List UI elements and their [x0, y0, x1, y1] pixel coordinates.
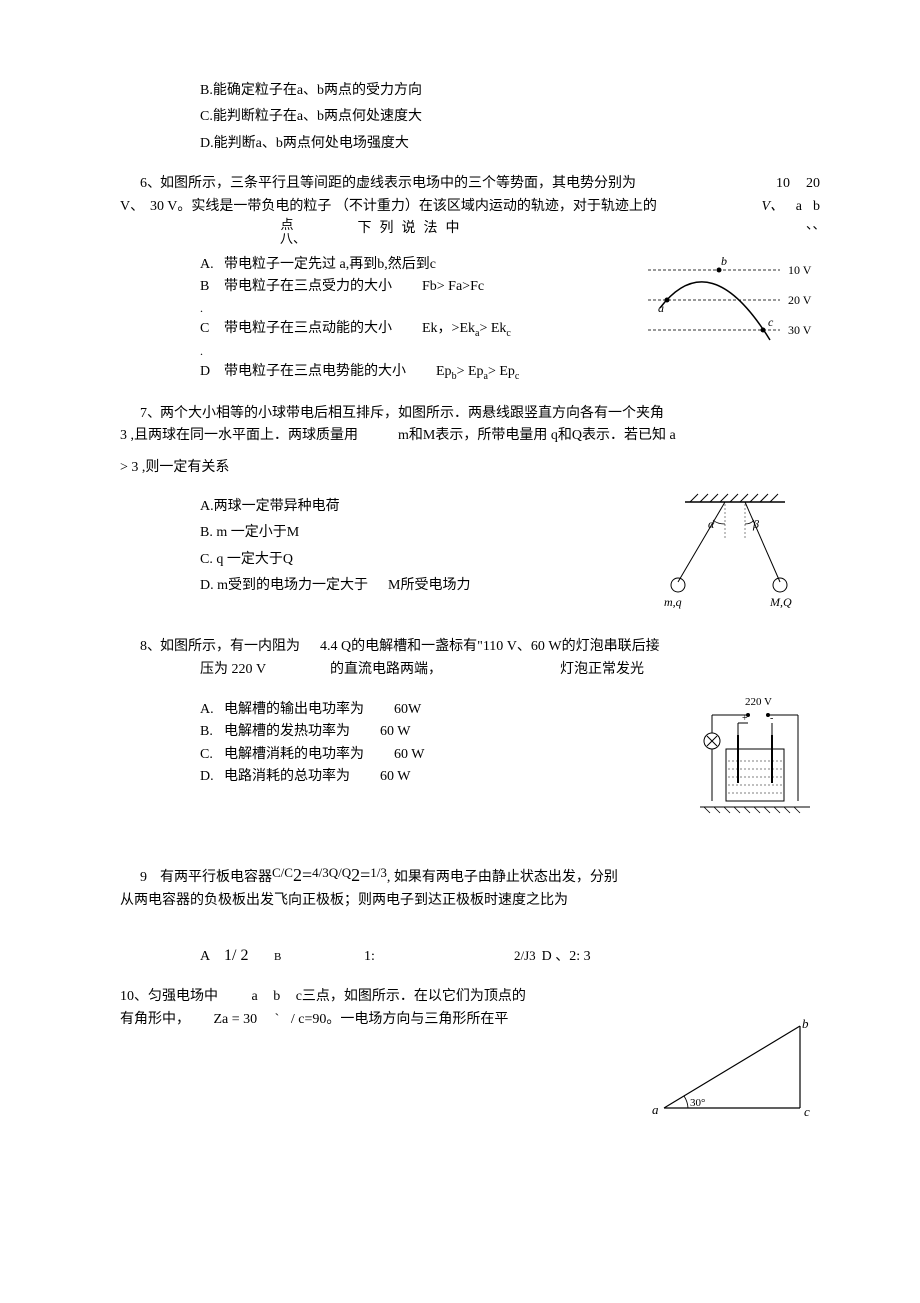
svg-text:220 V: 220 V [745, 696, 772, 708]
svg-text:c: c [768, 315, 774, 329]
q6-opt-c-t: 带电粒子在三点动能的大小 [224, 318, 392, 340]
q10-l1: 10、匀强电场中 a b c三点，如图所示．在以它们为顶点的 [120, 986, 820, 1008]
q6: 6、 如图所示，三条平行且等间距的虚线表示电场中的三个等势面，其电势分别为 10… [140, 173, 820, 385]
svg-text:c: c [804, 1104, 810, 1119]
q8-ob-v: 60 W [380, 721, 410, 743]
svg-text:β: β [752, 517, 759, 531]
svg-text:m,q: m,q [664, 595, 682, 609]
q6-text-2: 30 V。实线是一带负电的粒子 （不计重力）在该区域内运动的轨迹，对于轨迹上的 [150, 196, 760, 218]
q8-r2b: 的直流电路两端， [330, 659, 560, 681]
svg-text:10 V: 10 V [788, 263, 812, 277]
q8: 8、 如图所示，有一内阻为4.4 Q的电解槽和一盏标有"110 V、60 W的灯… [140, 636, 820, 831]
q9-oa-v: 1/ 2 [224, 943, 274, 969]
q8-od-v: 60 W [380, 766, 410, 788]
q6-opt-d-t: 带电粒子在三点电势能的大小 [224, 361, 406, 383]
q5-tail: B.能确定粒子在a、b两点的受力方向 C.能判断粒子在a、b两点何处速度大 D.… [140, 80, 820, 155]
q8-ob-l: B. [200, 721, 224, 743]
q9-ob-v: 1: [364, 946, 514, 968]
q6-opt-b-t: 带电粒子在三点受力的大小 [224, 276, 392, 298]
q5-opt-d: D.能判断a、b两点何处电场强度大 [200, 133, 820, 155]
q9-l2: 从两电容器的负极板出发飞向正极板；则两电子到达正极板时速度之比为 [120, 890, 820, 912]
svg-text:a: a [652, 1102, 659, 1117]
q6-opt-a-l: A. [200, 254, 224, 276]
q9: 9 有两平行板电容器C/C2=4/3Q/Q2=1/3, 如果有两电子由静止状态出… [140, 861, 820, 968]
q8-oa-l: A. [200, 699, 224, 721]
q8-od-t: 电路消耗的总功率为 [224, 766, 350, 788]
q8-number: 8、 [140, 636, 160, 658]
svg-text:α: α [708, 517, 715, 531]
q6-val-20: 20 [790, 173, 820, 195]
q8-oa-t: 电解槽的输出电功率为 [224, 699, 364, 721]
q8-r2a: 压为 220 V [200, 659, 330, 681]
q7-line1: 两个大小相等的小球带电后相互排斥，如图所示．两悬线跟竖直方向各有一个夹角 [160, 403, 820, 425]
q8-l1: 如图所示，有一内阻为4.4 Q的电解槽和一盏标有"110 V、60 W的灯泡串联… [160, 636, 820, 658]
q9-number: 9 [140, 867, 160, 889]
q8-oc-t: 电解槽消耗的电功率为 [224, 744, 364, 766]
q7: 7、 两个大小相等的小球带电后相互排斥，如图所示．两悬线跟竖直方向各有一个夹角 … [140, 403, 820, 619]
q6-spread: 下列说法中 [358, 221, 468, 236]
q6-val-10: 10 [760, 173, 790, 195]
q5-opt-c: C.能判断粒子在a、b两点何处速度大 [200, 106, 820, 128]
q6-a: a [784, 196, 802, 218]
q6-opt-b-l: B [200, 276, 224, 298]
q6-opt-a-t: 带电粒子一定先过 a,再到b,然后到c [224, 254, 436, 276]
q10: a b c 30° 10、匀强电场中 a b c三点，如图所示．在以它们为顶点的… [140, 986, 820, 1134]
q6-tiny-a: 点八、 [280, 218, 294, 247]
q6-opt-d-l: D [200, 361, 224, 383]
q5-opt-b: B.能确定粒子在a、b两点的受力方向 [200, 80, 820, 102]
q7-number: 7、 [140, 403, 160, 425]
q6-number: 6、 [140, 173, 160, 195]
q9-od: D 、2: 3 [542, 946, 591, 968]
q8-figure: 220 V + - [690, 693, 820, 831]
q8-od-l: D. [200, 766, 224, 788]
q8-r2c: 灯泡正常发光 [560, 659, 644, 681]
q9-oa-l: A [200, 946, 224, 968]
q6-opt-c-l: C [200, 318, 224, 340]
svg-text:b: b [802, 1016, 809, 1031]
q6-tiny-b: 、、 [806, 218, 820, 232]
svg-text:b: b [721, 254, 727, 268]
svg-text:30°: 30° [690, 1097, 705, 1109]
q6-opt-b-r: Fb> Fa>Fc [422, 276, 484, 298]
q7-l2b: m和M表示，所带电量用 q和Q表示．若已知 a [398, 428, 676, 443]
q6-v-tail: V、 [760, 196, 784, 218]
q7-l2a: 3 ,且两球在同一水平面上．两球质量用 [120, 428, 358, 443]
q6-figure: 10 V 20 V 30 V a b c [640, 248, 820, 361]
q8-oa-v: 60W [394, 699, 421, 721]
q6-opt-d-r: Epb> Epa> Epc [436, 361, 519, 385]
svg-text:a: a [658, 301, 664, 315]
svg-text:30 V: 30 V [788, 323, 812, 337]
q10-figure: a b c 30° [650, 1016, 820, 1134]
q9-l1: 有两平行板电容器C/C2=4/3Q/Q2=1/3, 如果有两电子由静止状态出发，… [160, 861, 820, 890]
q7-l3: > 3 ,则一定有关系 [120, 457, 820, 479]
q9-ob-l: B [274, 949, 364, 967]
svg-text:20 V: 20 V [788, 293, 812, 307]
q6-b: b [802, 196, 820, 218]
q7-figure: α β m,q M,Q [650, 490, 820, 618]
q6-opt-c-r: Ek，>Eka> Ekc [422, 318, 511, 342]
q6-v-prefix: V、 [120, 196, 150, 218]
q6-text-1: 如图所示，三条平行且等间距的虚线表示电场中的三个等势面，其电势分别为 [160, 173, 760, 195]
q8-oc-v: 60 W [394, 744, 424, 766]
svg-text:M,Q: M,Q [769, 595, 792, 609]
q8-oc-l: C. [200, 744, 224, 766]
q8-ob-t: 电解槽的发热功率为 [224, 721, 350, 743]
q9-oc-v: 2/J3 [514, 946, 536, 967]
